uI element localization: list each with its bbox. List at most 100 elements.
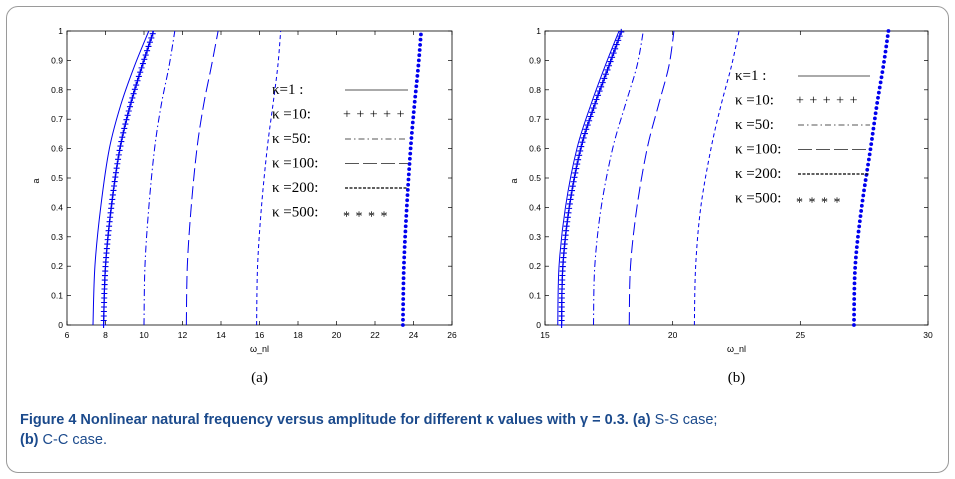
y-tick-label: 0.9: [529, 55, 541, 65]
series-point: [403, 229, 408, 234]
legend-marker: * * * *: [796, 196, 842, 211]
chart-panel-a: 6 8 10 12 14 16 18 20 22 24 26 0 0.1 0.2 0.3 0.4 0.5 0.6 0…: [31, 26, 457, 386]
series-point: [610, 50, 617, 57]
series-point: [615, 37, 622, 44]
series-point: [139, 60, 146, 67]
series-point: [616, 33, 623, 40]
series-point: [401, 297, 406, 301]
series-point: [405, 193, 410, 198]
plot-area: [66, 30, 453, 326]
series-point: [618, 28, 625, 35]
y-tick-label: 0.6: [529, 144, 541, 154]
series-point: [565, 209, 572, 216]
x-tick-label: 26: [447, 330, 457, 340]
y-tick-label: 0: [536, 320, 541, 330]
legend-label: κ =500:: [735, 191, 781, 207]
series-point: [852, 271, 857, 275]
series-point: [406, 182, 411, 187]
legend-label: κ =10:: [735, 93, 774, 109]
series-point: [408, 151, 413, 156]
series-point: [404, 219, 408, 223]
series-point: [885, 34, 890, 39]
series-point: [574, 161, 581, 168]
y-axis-label: a: [31, 178, 41, 183]
y-axis-label: a: [509, 178, 519, 183]
y-tick-label: 0.5: [51, 173, 63, 183]
series-point: [865, 167, 870, 172]
series-point: [852, 291, 857, 296]
series-point: [579, 139, 586, 146]
series-point: [566, 200, 573, 207]
legend-label: κ =50:: [272, 131, 311, 147]
y-tick-label: 0.4: [529, 202, 541, 212]
series-point: [870, 137, 874, 141]
y-tick-label: 0.2: [529, 261, 541, 271]
series-point: [405, 188, 410, 192]
series-point: [126, 103, 133, 110]
y-tick-label: 0.2: [51, 261, 63, 271]
caption-part-a-text: S-S case;: [650, 412, 718, 428]
series-point: [111, 178, 118, 185]
series-line: [185, 30, 219, 326]
series-point: [133, 82, 140, 89]
series-point: [569, 187, 576, 194]
series-point: [402, 260, 406, 265]
series-point: [852, 297, 857, 301]
series-point: [401, 302, 406, 307]
series-point: [606, 62, 613, 69]
series-point: [882, 54, 887, 59]
series-point: [876, 90, 881, 95]
series-point: [862, 183, 867, 188]
series-point: [596, 88, 603, 95]
series-point: [599, 79, 606, 86]
series-point: [580, 134, 587, 141]
series-point: [144, 47, 151, 54]
legend-label: κ =100:: [735, 142, 781, 158]
series-point: [589, 109, 596, 116]
series-point: [572, 169, 579, 176]
series-point: [415, 68, 420, 73]
series-point: [601, 75, 608, 82]
series-point: [871, 126, 876, 131]
series-point: [146, 39, 153, 46]
x-tick-label: 20: [332, 330, 342, 340]
series-dashed: [256, 30, 282, 326]
series-point: [852, 307, 856, 312]
series-point: [855, 240, 860, 244]
series-point: [148, 34, 155, 41]
series-point: [852, 281, 857, 286]
x-axis-label: ω_nl: [727, 344, 746, 354]
series-point: [858, 214, 863, 219]
y-tick-label: 0.7: [51, 114, 63, 124]
figure-charts: 6 8 10 12 14 16 18 20 22 24 2600.10.20.30.40.50.60…: [31, 26, 933, 386]
series-point: [142, 52, 149, 59]
series-point: [123, 116, 130, 123]
series-longdash: [185, 30, 219, 326]
series-point: [419, 32, 423, 37]
series-point: [867, 152, 872, 157]
series-point: [403, 224, 408, 229]
series-point: [416, 58, 421, 63]
series-point: [868, 147, 873, 152]
series-point: [877, 85, 882, 90]
series-point: [883, 49, 888, 54]
series-point: [414, 84, 419, 89]
series-point: [122, 121, 129, 128]
x-tick-label: 8: [103, 330, 108, 340]
panel-label: (a): [251, 370, 268, 386]
chart-panel-b: 15 20 25 30 0 0.1 0.2 0.3 0.4 0.5 0.6 0.7 0.8 0.9 1 ω_n…: [509, 26, 933, 386]
series-point: [124, 112, 131, 119]
x-tick-label: 12: [178, 330, 188, 340]
series-point: [590, 105, 597, 112]
series-point: [138, 64, 145, 71]
series-point: [141, 56, 148, 63]
series-point: [418, 37, 423, 42]
series-point: [114, 160, 121, 167]
series-point: [403, 234, 408, 239]
series-point: [137, 69, 144, 76]
legend-label: κ =50:: [735, 117, 774, 133]
series-dotted: [852, 29, 891, 327]
series-point: [885, 39, 889, 44]
x-tick-label: 10: [139, 330, 149, 340]
series-point: [853, 255, 858, 260]
